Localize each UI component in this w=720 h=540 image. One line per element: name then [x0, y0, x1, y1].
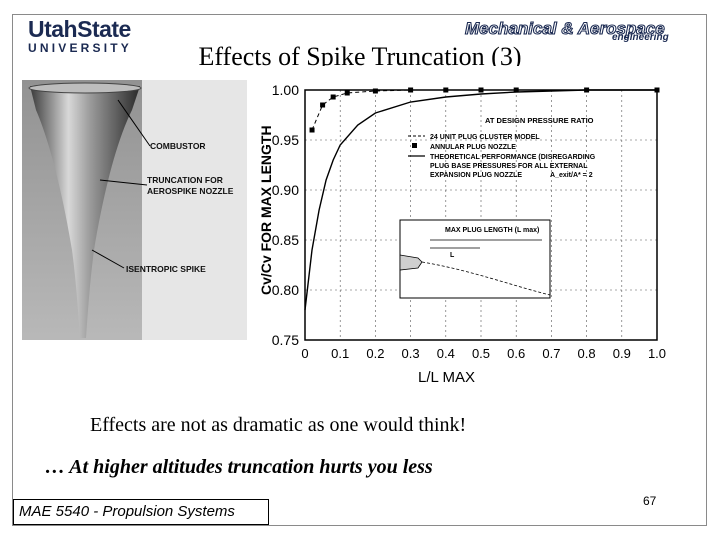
x-tick-label: 0.8	[578, 346, 596, 361]
slide-frame	[12, 14, 707, 526]
x-tick-label: 0.6	[507, 346, 525, 361]
series-point-cluster	[309, 127, 315, 133]
page-number: 67	[643, 494, 657, 508]
y-tick-label: 0.75	[272, 332, 299, 348]
legend-theoretical-3: EXPANSION PLUG NOZZLE	[430, 172, 522, 179]
x-axis-label: L/L MAX	[418, 369, 475, 386]
y-tick-label: 0.85	[272, 232, 299, 248]
x-tick-label: 1.0	[648, 346, 666, 361]
x-tick-label: 0.2	[366, 346, 384, 361]
chart-legend: 24 UNIT PLUG CLUSTER MODEL ANNULAR PLUG …	[408, 134, 596, 179]
legend-marker-annular	[412, 143, 417, 148]
series-point-cluster	[478, 87, 484, 93]
inset-spike-contour	[421, 261, 551, 296]
legend-annular: ANNULAR PLUG NOZZLE	[430, 144, 516, 151]
x-tick-label: 0.7	[542, 346, 560, 361]
usu-logo-name: UtahState	[28, 16, 131, 42]
y-tick-label: 0.80	[272, 282, 299, 298]
label-truncation-2: AEROSPIKE NOZZLE	[147, 186, 234, 196]
nozzle-inset: MAX PLUG LENGTH (L max) L	[399, 219, 551, 299]
series-point-cluster	[443, 87, 449, 93]
legend-theoretical-1: THEORETICAL PERFORMANCE (DISREGARDING	[430, 154, 596, 161]
y-axis-label: Cv/Cv FOR MAX LENGTH	[258, 125, 274, 295]
chart-series	[304, 87, 660, 311]
y-tick-label: 0.95	[272, 132, 299, 148]
inset-l-label: L	[450, 252, 455, 259]
series-point-cluster	[513, 87, 519, 93]
truncation-chart: 0.75 0.80 0.85 0.90 0.95 1.00 0 0.1 0.2 0.3 0.4 0.…	[250, 80, 670, 390]
slide-subcaption: … At higher altitudes truncation hurts y…	[45, 456, 433, 478]
label-truncation-1: TRUNCATION FOR	[147, 175, 223, 185]
series-point-cluster	[330, 94, 336, 100]
series-line-cluster	[311, 89, 657, 131]
inset-nozzle-shape	[399, 254, 423, 271]
label-combustor: COMBUSTOR	[150, 141, 206, 151]
x-tick-label: 0	[301, 346, 308, 361]
aerospike-photo: COMBUSTOR TRUNCATION FOR AEROSPIKE NOZZL…	[22, 80, 247, 340]
y-tick-labels: 0.75 0.80 0.85 0.90 0.95 1.00	[272, 82, 299, 348]
series-point-cluster	[320, 102, 326, 108]
x-tick-label: 0.4	[437, 346, 455, 361]
y-tick-label: 1.00	[272, 82, 299, 98]
label-isentropic-spike: ISENTROPIC SPIKE	[126, 264, 206, 274]
series-point-cluster	[372, 88, 378, 94]
slide-title: Effects of Spike Truncation (3)	[198, 42, 522, 66]
x-tick-label: 0.3	[402, 346, 420, 361]
mae-logo: Mechanical & Aerospace	[464, 18, 665, 38]
series-point-cluster	[584, 87, 590, 93]
usu-logo-university: UNIVERSITY	[28, 41, 133, 55]
x-tick-label: 0.1	[331, 346, 349, 361]
legend-cluster: 24 UNIT PLUG CLUSTER MODEL	[430, 134, 540, 141]
y-tick-label: 0.90	[272, 182, 299, 198]
x-tick-label: 0.9	[613, 346, 631, 361]
mae-logo-sub: engineering	[612, 32, 669, 43]
slide-caption: Effects are not as dramatic as one would…	[90, 414, 467, 436]
legend-theoretical-2: PLUG BASE PRESSURES FOR ALL EXTERNAL	[430, 163, 588, 170]
mae-logo-text: Mechanical & Aerospace	[465, 19, 665, 38]
usu-logo: UtahState UNIVERSITY	[28, 16, 153, 56]
course-footer: MAE 5540 - Propulsion Systems	[13, 499, 269, 525]
series-point-cluster	[654, 87, 660, 93]
annotation-design-ratio: AT DESIGN PRESSURE RATIO	[485, 116, 594, 125]
series-point-cluster	[408, 87, 414, 93]
legend-theoretical-ratio: A_exit/A* = 2	[550, 172, 593, 179]
series-point-cluster	[344, 90, 350, 96]
x-tick-label: 0.5	[472, 346, 490, 361]
inset-max-length-label: MAX PLUG LENGTH (L max)	[445, 227, 539, 234]
x-tick-labels: 0 0.1 0.2 0.3 0.4 0.5 0.6 0.7 0.8 0.9 1.0	[301, 346, 666, 361]
